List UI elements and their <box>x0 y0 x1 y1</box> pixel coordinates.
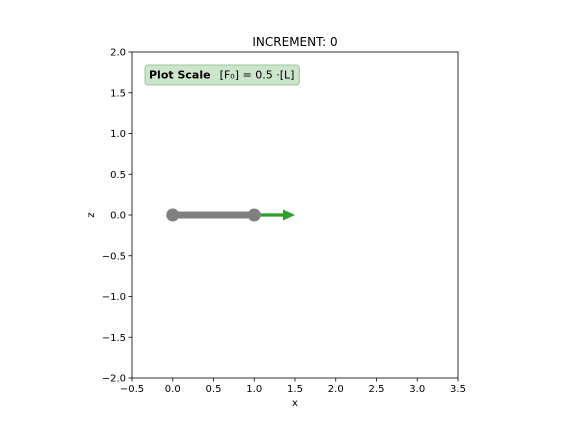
chart-title: INCREMENT: 0 <box>252 35 337 49</box>
x-tick-label: 2.0 <box>328 384 344 395</box>
x-tick-label: 1.5 <box>287 384 303 395</box>
plot-area <box>166 208 295 222</box>
ticks: −0.5 0.0 0.5 1.0 1.5 2.0 2.5 3.0 3.5 −2.0 −1.5 −1.0… <box>102 48 466 396</box>
plot-scale-bold: Plot Scale <box>149 69 211 82</box>
x-tick-label: 3.5 <box>450 384 466 395</box>
node-marker <box>247 208 261 222</box>
x-tick-label: 0.5 <box>206 384 222 395</box>
x-tick-label: 2.5 <box>369 384 385 395</box>
y-tick-label: −1.0 <box>102 292 126 303</box>
y-tick-label: 1.0 <box>110 129 126 140</box>
x-tick-label: 3.0 <box>409 384 425 395</box>
plot-scale-label: Plot Scale [F₀] = 0.5 ·[L] <box>149 64 294 83</box>
y-tick-label: 1.5 <box>110 88 126 99</box>
plot-scale-annotation: Plot Scale [F₀] = 0.5 ·[L] <box>144 64 300 86</box>
x-tick-label: −0.5 <box>120 384 144 395</box>
node-marker <box>166 208 180 222</box>
x-tick-label: 1.0 <box>246 384 262 395</box>
y-tick-label: 0.5 <box>110 170 126 181</box>
y-tick-label: −1.5 <box>102 333 126 344</box>
y-tick-label: 0.0 <box>110 211 126 222</box>
y-tick-label: −2.0 <box>102 374 126 385</box>
y-tick-label: −0.5 <box>102 251 126 262</box>
x-axis-label: x <box>292 398 298 409</box>
plot-scale-box <box>144 64 300 86</box>
x-tick-label: 0.0 <box>165 384 181 395</box>
y-axis-label: z <box>86 212 97 217</box>
force-arrow-head <box>283 209 295 221</box>
plot-scale-text: [F₀] = 0.5 ·[L] <box>220 69 295 82</box>
y-tick-label: 2.0 <box>110 48 126 59</box>
